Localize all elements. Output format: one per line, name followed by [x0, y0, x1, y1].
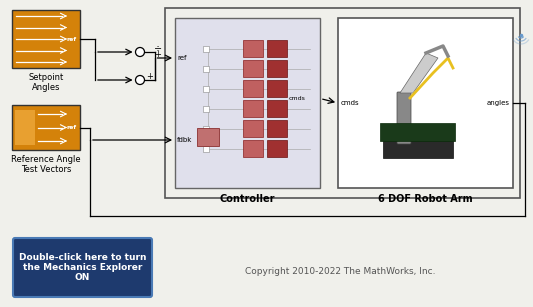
- Text: angles: angles: [487, 100, 510, 106]
- Bar: [380, 123, 455, 141]
- Bar: [338, 18, 513, 188]
- Bar: [15, 110, 35, 145]
- Bar: [203, 146, 209, 151]
- Text: fdbk: fdbk: [177, 137, 192, 143]
- Bar: [243, 40, 263, 57]
- Text: +: +: [154, 49, 161, 59]
- Text: cmds: cmds: [341, 100, 360, 106]
- Bar: [203, 86, 209, 91]
- FancyBboxPatch shape: [13, 238, 152, 297]
- Bar: [175, 18, 320, 188]
- Bar: [243, 60, 263, 77]
- Bar: [243, 120, 263, 137]
- Bar: [203, 45, 209, 52]
- Bar: [203, 106, 209, 111]
- Bar: [267, 140, 287, 157]
- Text: Controller: Controller: [220, 194, 275, 204]
- Text: 6 DOF Robot Arm: 6 DOF Robot Arm: [378, 194, 473, 204]
- Text: Copyright 2010-2022 The MathWorks, Inc.: Copyright 2010-2022 The MathWorks, Inc.: [245, 267, 435, 277]
- Bar: [383, 138, 453, 158]
- Bar: [267, 80, 287, 97]
- Bar: [267, 100, 287, 117]
- Text: ref: ref: [67, 37, 77, 41]
- Text: ref: ref: [177, 55, 187, 61]
- Bar: [243, 140, 263, 157]
- Bar: [203, 126, 209, 131]
- Bar: [165, 8, 520, 198]
- Bar: [12, 10, 80, 68]
- Text: ref: ref: [67, 125, 77, 130]
- Bar: [197, 128, 219, 146]
- Circle shape: [135, 48, 144, 56]
- Text: Setpoint
Angles: Setpoint Angles: [28, 73, 63, 92]
- Polygon shape: [400, 53, 438, 93]
- Bar: [267, 60, 287, 77]
- Text: ÷: ÷: [154, 43, 162, 53]
- Bar: [203, 65, 209, 72]
- Text: Reference Angle
Test Vectors: Reference Angle Test Vectors: [11, 155, 81, 174]
- Text: +: +: [146, 72, 153, 80]
- Bar: [243, 80, 263, 97]
- Bar: [12, 105, 80, 150]
- Text: Double-click here to turn
the Mechanics Explorer
ON: Double-click here to turn the Mechanics …: [19, 253, 146, 282]
- Bar: [243, 100, 263, 117]
- FancyBboxPatch shape: [397, 92, 411, 144]
- Circle shape: [135, 76, 144, 84]
- Bar: [267, 40, 287, 57]
- Bar: [267, 120, 287, 137]
- Text: cmds: cmds: [289, 96, 306, 101]
